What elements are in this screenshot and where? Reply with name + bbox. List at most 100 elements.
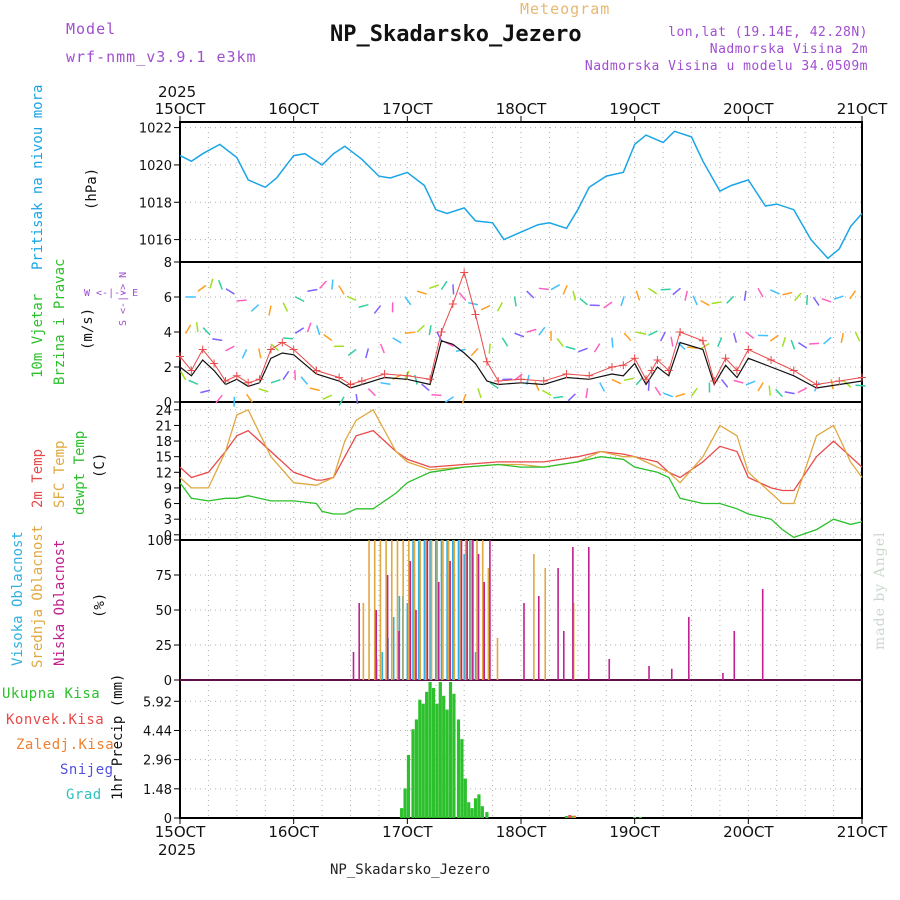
gust-point [630, 354, 639, 363]
wind-arrow [593, 343, 601, 353]
wind-arrow [307, 288, 318, 292]
ytick-label: 1016 [139, 234, 172, 249]
wind-arrow [440, 280, 448, 291]
wind-arrow [380, 382, 391, 385]
xtick-label-bottom: 20OCT [723, 823, 774, 841]
precip-total-bar [442, 695, 446, 818]
precip-total-bar [638, 817, 642, 818]
wind-arrow [821, 297, 832, 303]
precip-total-bar [564, 816, 569, 818]
wind-arrow [367, 388, 376, 397]
year-top: 2025 [158, 83, 196, 101]
gust-point [403, 371, 412, 380]
precip-total-bar [445, 709, 449, 818]
gust-point [244, 378, 253, 387]
gust-point [494, 377, 503, 385]
wind-arrow [185, 324, 192, 334]
wind-arrow [496, 301, 503, 312]
wind-arrow [217, 279, 223, 290]
wind-arrow [553, 395, 564, 399]
wind-arrow [806, 294, 809, 305]
xtick-label-top: 15OCT [155, 100, 206, 118]
wind-arrow [572, 290, 577, 301]
wind-arrow [188, 379, 199, 385]
ytick-label: 2.96 [143, 754, 172, 769]
precip-total-bar [421, 703, 425, 818]
ytick-label: 1020 [139, 159, 172, 174]
wind-arrow [700, 299, 710, 307]
wind-arrow [797, 387, 808, 394]
wind-arrow [268, 305, 272, 316]
gust-point [835, 377, 844, 385]
gust-point [642, 375, 651, 384]
precip-total-bar [428, 681, 432, 818]
wind-arrow [355, 393, 359, 405]
wind-arrow [197, 284, 207, 292]
wind-arrow [306, 322, 312, 333]
precip-total-bar [411, 729, 415, 818]
gust-point [562, 370, 571, 378]
wind-arrow [620, 296, 625, 307]
wind-arrow [775, 388, 783, 398]
wind-arrow [373, 305, 382, 314]
wind-arrow [849, 290, 857, 300]
ytick-label: 50 [155, 604, 172, 619]
wind-arrow [294, 296, 305, 303]
precip-total-bar [438, 681, 442, 818]
gust-point [710, 377, 719, 385]
wind-arrow [556, 338, 564, 347]
precip-total-bar [570, 816, 574, 818]
year-bottom: 2025 [158, 841, 196, 859]
wind-arrow [480, 304, 491, 311]
ytick-label: 1022 [139, 122, 172, 137]
wind-arrow [514, 332, 525, 338]
wind-arrow [599, 382, 606, 392]
wind-arrow [250, 304, 260, 312]
wind-arrow [319, 280, 328, 289]
wind-arrow [611, 378, 622, 385]
gust-point [789, 366, 798, 375]
wind-arrow [690, 387, 698, 397]
wind-arrow [241, 348, 248, 359]
precip-total-bar [470, 808, 474, 818]
ytick-label: 9 [164, 482, 172, 497]
wind-arrow [200, 389, 211, 394]
wind-arrow [323, 334, 333, 342]
pressure-line [179, 130, 863, 260]
xtick-label-top: 20OCT [723, 100, 774, 118]
wind-arrow [670, 336, 674, 347]
wind-arrow [635, 290, 641, 301]
ytick-label: 1.48 [143, 783, 172, 798]
wind-arrow [294, 327, 305, 334]
wind-arrow [663, 392, 674, 398]
wind-arrow [659, 331, 666, 342]
wind-arrow [270, 378, 281, 384]
wind-arrow [331, 279, 334, 290]
wind-arrow [225, 288, 235, 295]
gust-point [346, 380, 355, 389]
precip-total-bar [480, 806, 484, 818]
wind-arrow [684, 290, 688, 301]
gust-point [698, 336, 707, 345]
wind-arrow [745, 380, 756, 386]
wind-arrow [660, 288, 671, 291]
gust-point [676, 328, 685, 336]
wind-arrow [513, 296, 517, 307]
ytick-label: 100 [147, 534, 172, 549]
precip-total-bar [467, 802, 471, 818]
wind-arrow [562, 284, 568, 295]
wind-arrow [416, 290, 427, 295]
gust-point [858, 373, 866, 382]
wind-arrow [534, 381, 540, 391]
xtick-label-bottom: 17OCT [382, 823, 433, 841]
precip-total-bar [400, 808, 404, 818]
wind-arrow [577, 347, 588, 353]
wind-arrow [538, 326, 546, 336]
wind-arrow [294, 370, 297, 381]
wind-arrow [322, 394, 333, 400]
precip-legend-snow: Snijeg [60, 762, 114, 778]
page-title: NP_Skadarsko_Jezero [330, 22, 582, 47]
wind-arrow [526, 290, 535, 299]
gust-point [437, 328, 446, 336]
